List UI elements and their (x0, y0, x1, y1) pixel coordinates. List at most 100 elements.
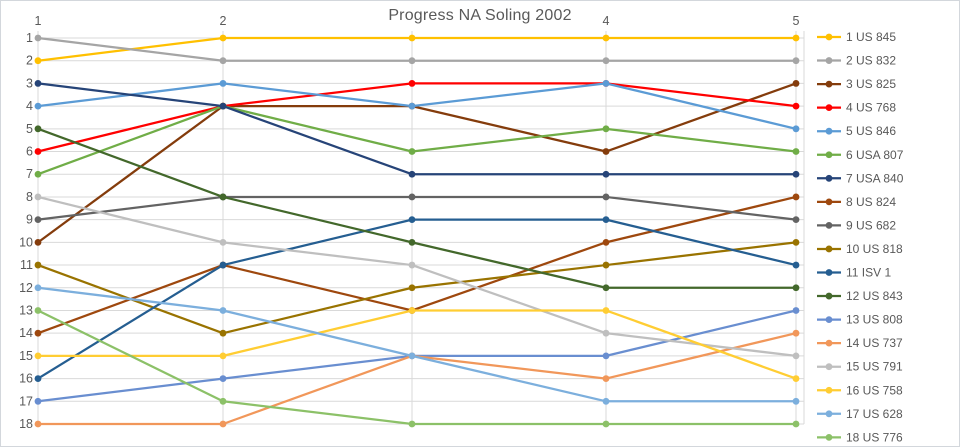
y-tick-label: 14 (19, 326, 33, 340)
legend-label-7-USA-840: 7 USA 840 (846, 171, 904, 185)
series-point-8-US-824-race-5 (792, 193, 800, 201)
series-point-13-US-808-race-5 (792, 307, 800, 314)
series-point-13-US-808-race-1 (34, 397, 42, 405)
series-point-3-US-825-race-4 (602, 148, 610, 155)
series-point-14-US-737-race-4 (602, 375, 610, 382)
series-line-9-US-682 (36, 195, 798, 221)
series-point-5-US-846-race-5 (792, 125, 800, 133)
series-point-18-US-776-race-3 (408, 420, 416, 428)
y-tick-label: 2 (26, 54, 33, 68)
legend-swatch-dot-3-US-825 (825, 80, 833, 88)
y-tick-label: 17 (19, 394, 33, 408)
series-point-2-US-832-race-3 (408, 57, 416, 65)
series-point-10-US-818-race-4 (602, 261, 610, 269)
y-tick-label: 16 (19, 372, 33, 386)
series-point-7-USA-840-race-1 (34, 80, 42, 87)
series-point-7-USA-840-race-2 (219, 102, 227, 110)
y-tick-label: 12 (19, 281, 33, 295)
legend-swatch-dot-18-US-776 (825, 433, 833, 441)
x-tick-label: 4 (603, 14, 610, 28)
legend-swatch-dot-13-US-808 (825, 316, 833, 323)
series-point-6-USA-807-race-5 (792, 148, 800, 155)
legend-label-9-US-682: 9 US 682 (846, 218, 896, 232)
y-tick-label: 3 (26, 76, 33, 90)
series-point-15-US-791-race-4 (602, 329, 610, 337)
legend-swatch-dot-10-US-818 (825, 245, 833, 253)
series-point-2-US-832-race-4 (602, 57, 610, 65)
series-point-6-USA-807-race-4 (602, 125, 610, 133)
series-point-17-US-628-race-1 (34, 284, 42, 292)
legend-swatch-dot-8-US-824 (825, 198, 833, 206)
legend-label-12-US-843: 12 US 843 (846, 289, 903, 303)
series-point-16-US-758-race-5 (792, 375, 800, 382)
series-line-6-USA-807 (36, 104, 798, 176)
series-point-10-US-818-race-5 (792, 238, 800, 246)
series-point-3-US-825-race-5 (792, 80, 800, 87)
legend-label-8-US-824: 8 US 824 (846, 195, 896, 209)
legend-label-10-US-818: 10 US 818 (846, 242, 903, 256)
legend-label-2-US-832: 2 US 832 (846, 54, 896, 68)
legend-swatch-dot-1-US-845 (825, 33, 833, 41)
series-point-10-US-818-race-1 (34, 261, 42, 269)
legend-swatch-dot-16-US-758 (825, 386, 833, 394)
series-point-12-US-843-race-1 (34, 125, 42, 133)
series-point-1-US-845-race-1 (34, 57, 42, 65)
series-point-16-US-758-race-2 (219, 352, 227, 360)
series-point-1-US-845-race-2 (219, 34, 227, 42)
legend-label-16-US-758: 16 US 758 (846, 383, 903, 397)
chart-title: Progress NA Soling 2002 (388, 7, 572, 24)
series-point-18-US-776-race-4 (602, 420, 610, 428)
series-point-17-US-628-race-2 (219, 307, 227, 314)
legend-label-15-US-791: 15 US 791 (846, 360, 903, 374)
series-line-16-US-758 (36, 309, 798, 380)
legend-label-14-US-737: 14 US 737 (846, 336, 903, 350)
series-point-5-US-846-race-4 (602, 80, 610, 87)
series-point-3-US-825-race-1 (34, 238, 42, 246)
y-tick-label: 9 (26, 213, 33, 227)
series-point-12-US-843-race-2 (219, 193, 227, 201)
series-point-15-US-791-race-5 (792, 352, 800, 360)
legend-swatch-dot-6-USA-807 (825, 151, 833, 159)
series-point-9-US-682-race-4 (602, 193, 610, 201)
series-point-11-ISV-1-race-3 (408, 216, 416, 224)
series-point-8-US-824-race-1 (34, 329, 42, 337)
series-point-18-US-776-race-2 (219, 397, 227, 405)
y-tick-label: 5 (26, 122, 33, 136)
series-point-15-US-791-race-3 (408, 261, 416, 269)
series-point-7-USA-840-race-4 (602, 170, 610, 178)
series-point-4-US-768-race-5 (792, 102, 800, 110)
series-point-16-US-758-race-4 (602, 307, 610, 314)
series-line-18-US-776 (36, 309, 798, 426)
series-point-10-US-818-race-2 (219, 329, 227, 337)
x-tick-label: 2 (220, 14, 227, 28)
series-point-18-US-776-race-1 (34, 307, 42, 314)
series-point-5-US-846-race-2 (219, 80, 227, 87)
series-point-9-US-682-race-3 (408, 193, 416, 201)
series-point-17-US-628-race-3 (408, 352, 416, 360)
legend-label-3-US-825: 3 US 825 (846, 77, 896, 91)
series-line-3-US-825 (36, 82, 798, 244)
y-tick-label: 1 (26, 31, 33, 45)
y-tick-label: 18 (19, 417, 33, 431)
series-point-5-US-846-race-1 (34, 102, 42, 110)
series-line-17-US-628 (36, 286, 798, 403)
x-tick-label: 5 (793, 14, 800, 28)
y-tick-label: 6 (26, 145, 33, 159)
y-tick-label: 8 (26, 190, 33, 204)
series-point-12-US-843-race-5 (792, 284, 800, 292)
legend-swatch-dot-7-USA-840 (825, 174, 833, 182)
legend-label-4-US-768: 4 US 768 (846, 101, 896, 115)
legend-swatch-dot-9-US-682 (825, 222, 833, 229)
series-point-11-ISV-1-race-4 (602, 216, 610, 224)
series-point-6-USA-807-race-1 (34, 170, 42, 178)
legend-label-17-US-628: 17 US 628 (846, 407, 903, 421)
legend-swatch-dot-2-US-832 (825, 57, 833, 64)
y-tick-label: 7 (26, 167, 33, 181)
legend-swatch-dot-15-US-791 (825, 363, 833, 371)
series-point-13-US-808-race-2 (219, 375, 227, 382)
series-point-9-US-682-race-1 (34, 216, 42, 224)
series-point-13-US-808-race-4 (602, 352, 610, 360)
series-point-16-US-758-race-1 (34, 352, 42, 360)
legend-label-18-US-776: 18 US 776 (846, 430, 903, 444)
